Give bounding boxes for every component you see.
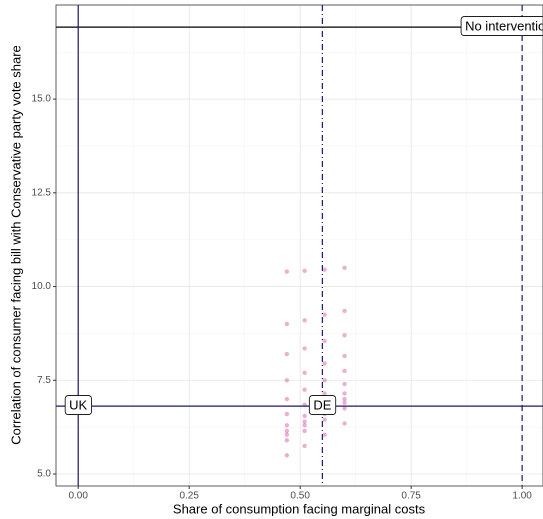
point	[302, 428, 307, 434]
point	[284, 428, 290, 434]
point	[302, 346, 307, 351]
annotation: UK	[69, 398, 87, 413]
point	[342, 421, 347, 426]
y-tick-label: 5.0	[37, 469, 51, 480]
annotation-box	[64, 395, 92, 415]
point	[284, 453, 290, 458]
point	[342, 265, 347, 271]
annotation-box	[308, 395, 337, 415]
point	[302, 419, 307, 424]
annotation: No intervention	[465, 19, 543, 34]
point	[284, 378, 290, 383]
point	[342, 406, 347, 411]
point	[342, 391, 347, 396]
point	[302, 443, 307, 449]
point	[342, 381, 347, 387]
point	[322, 267, 327, 272]
y-tick-label: 10.0	[32, 281, 52, 292]
point	[302, 268, 307, 274]
y-tick-label: 12.5	[32, 187, 52, 198]
point	[322, 338, 327, 344]
point	[322, 417, 327, 422]
point	[322, 432, 327, 437]
point	[302, 387, 307, 392]
point	[302, 370, 307, 375]
x-axis-title: Share of consumption facing marginal cos…	[173, 501, 426, 516]
point	[284, 423, 290, 428]
point	[284, 438, 290, 443]
point	[322, 391, 327, 396]
point	[342, 333, 347, 338]
point	[342, 400, 347, 405]
point	[322, 312, 327, 317]
x-tick-label: 0.00	[68, 491, 88, 502]
point	[284, 411, 290, 417]
point	[284, 432, 290, 437]
annotation: DE	[313, 398, 331, 413]
point	[342, 396, 347, 402]
x-tick-label: 0.50	[290, 491, 310, 502]
panel-border	[55, 4, 543, 487]
point	[284, 269, 290, 274]
point	[284, 396, 290, 402]
point	[342, 308, 347, 314]
y-tick-label: 7.5	[37, 375, 51, 386]
point	[302, 423, 307, 428]
point	[284, 321, 290, 327]
x-tick-label: 0.25	[179, 491, 199, 502]
y-axis-title: Correlation of consumer facing bill with…	[8, 45, 23, 445]
annotation-box	[460, 16, 543, 36]
x-tick-label: 1.00	[512, 491, 532, 502]
point	[302, 318, 307, 323]
plot-panel: No intervention UK DE	[56, 5, 543, 486]
point	[322, 361, 327, 366]
point	[342, 353, 347, 359]
y-tick-label: 15.0	[32, 94, 52, 105]
x-tick-label: 0.75	[401, 491, 421, 502]
point	[322, 378, 327, 383]
point	[302, 413, 307, 419]
point	[342, 368, 347, 374]
point	[284, 351, 290, 357]
